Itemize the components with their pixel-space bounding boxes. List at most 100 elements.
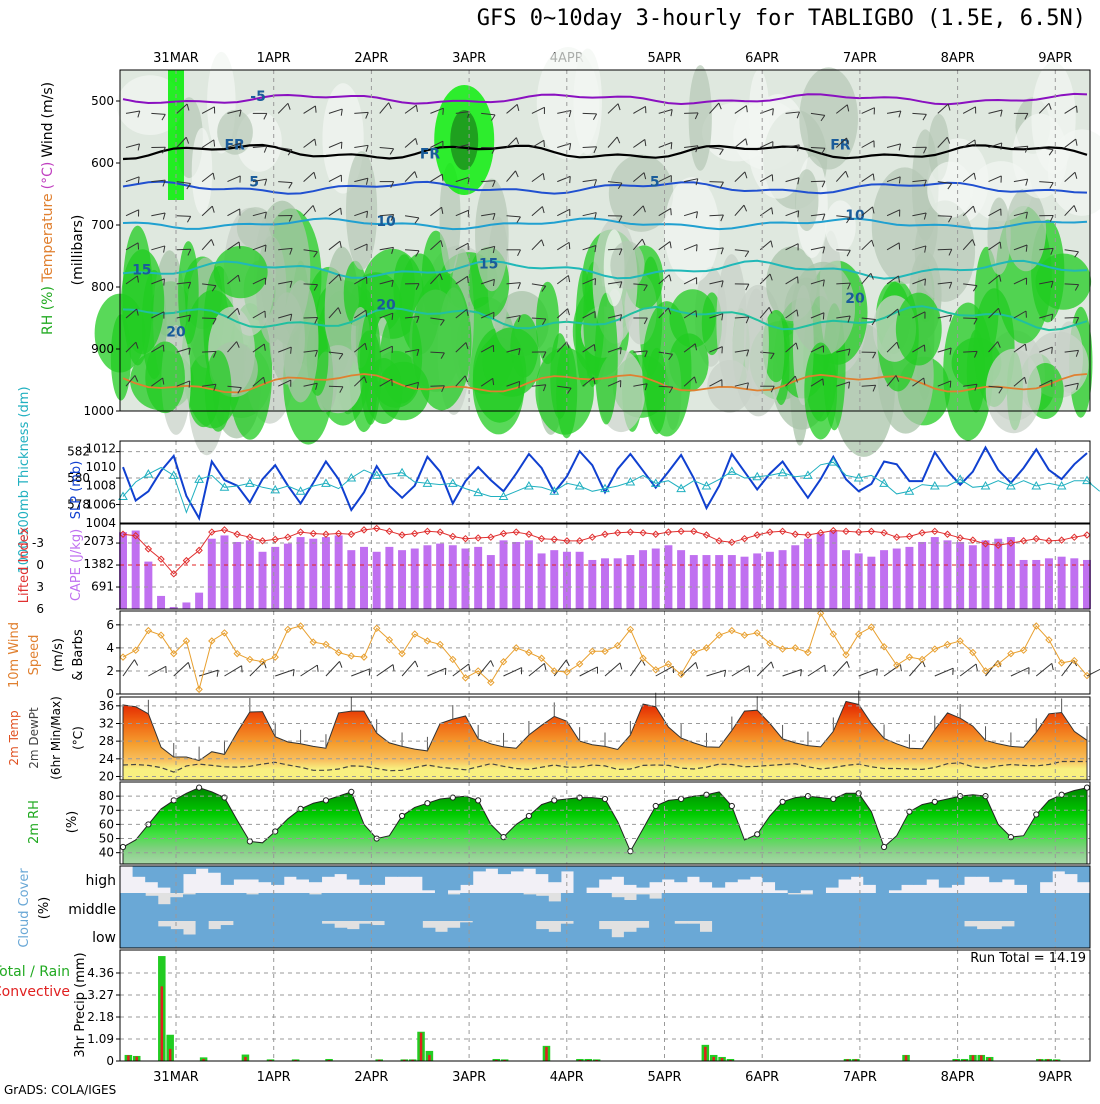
rh-ylabel: 2m RH [27, 800, 42, 844]
cloud-units: (%) [37, 897, 52, 920]
cloud-high-bar [624, 866, 637, 885]
cloud-high-bar [725, 866, 738, 882]
cloud-high-bar [397, 866, 410, 877]
cloud-low-bar [284, 921, 297, 948]
cloud-high-bar [939, 866, 952, 888]
cloud-low-bar [825, 921, 838, 948]
cloud-low-bar [851, 921, 864, 948]
pressure-tick-700: 700 [91, 218, 114, 232]
cape-bar [373, 552, 381, 609]
cape-bar [842, 550, 850, 609]
cloud-low-bar [1077, 921, 1090, 948]
isotherm-label: 5 [249, 175, 259, 191]
cloud-low-bar [385, 921, 398, 948]
cloud-middle-bar [851, 893, 864, 921]
cloud-low-bar [296, 921, 309, 948]
cloud-low-bar [1027, 921, 1040, 948]
cloud-low-bar [750, 921, 763, 948]
cloud-middle-bar [145, 896, 158, 921]
cape-bar [144, 562, 152, 609]
cloud-middle-bar [586, 893, 599, 921]
cape-tick-2073: 2073 [83, 534, 114, 548]
rh-point [552, 798, 557, 803]
cape-bar [309, 539, 317, 609]
cape-bar [943, 540, 951, 609]
cloud-low-bar [536, 929, 549, 948]
barb-staff [529, 663, 545, 676]
cloud-high-bar [1052, 866, 1065, 871]
wind-ylabel-part: Speed [27, 635, 42, 676]
top-date-2APR: 2APR [354, 51, 388, 66]
precip-conv-bar [972, 1055, 975, 1061]
precip-conv-bar [161, 986, 164, 1061]
cape-bar [411, 549, 419, 609]
cape-bar [474, 547, 482, 609]
rh-blob [609, 155, 673, 232]
cloud-high-bar [574, 866, 587, 893]
cloud-middle-bar [1052, 893, 1065, 921]
cloud-low-bar [334, 928, 347, 948]
precip-tick-2: 2.18 [87, 1010, 114, 1024]
cloud-middle-bar [876, 893, 889, 921]
rh-point [476, 798, 481, 803]
cape-bar [702, 555, 710, 609]
barb-staff [833, 661, 847, 676]
cloud-level-middle: middle [68, 902, 116, 918]
cloud-high-bar [599, 866, 612, 880]
cloud-high-bar [372, 866, 385, 885]
slp-tick-1012: 1012 [85, 441, 116, 455]
cape-bar [893, 549, 901, 609]
precip-tick-3: 3.27 [87, 988, 114, 1002]
cloud-middle-bar [536, 896, 549, 921]
temp-ylabel-part: 2m Temp [7, 710, 21, 765]
rh-blob [1012, 114, 1067, 199]
cloud-middle-bar [800, 894, 813, 921]
rh-point [932, 799, 937, 804]
cloud-low-bar [586, 921, 599, 948]
cape-bar [664, 545, 672, 609]
rh-point [602, 796, 607, 801]
isotherm-label: FR [420, 147, 441, 163]
barb-staff [402, 661, 415, 676]
cloud-high-bar [473, 866, 486, 871]
cape-bar [461, 549, 469, 609]
precip-conv-bar [169, 1049, 172, 1061]
cloud-high-bar [863, 866, 876, 885]
rh-tick-40: 40 [99, 846, 114, 860]
cloud-low-bar [989, 929, 1002, 948]
rh-point [425, 801, 430, 806]
cape-bar [512, 542, 520, 609]
precip-ylabel: 3hr Precip (mm) [73, 952, 88, 1057]
rh-point [247, 839, 252, 844]
cloud-low-bar [561, 924, 574, 948]
slp-tick-1006: 1006 [85, 497, 116, 511]
cape-bar [347, 550, 355, 609]
barb-staff [504, 668, 522, 676]
grads-credit: GrADS: COLA/IGES [4, 1083, 116, 1097]
cape-bar [487, 555, 495, 609]
cloud-low-bar [611, 937, 624, 948]
cloud-low-bar [636, 928, 649, 948]
cloud-high-bar [636, 866, 649, 888]
rh-point [831, 796, 836, 801]
cloud-middle-bar [271, 893, 284, 921]
bottom-date-1APR: 1APR [257, 1070, 291, 1085]
precip-conv-bar [428, 1055, 431, 1061]
cloud-low-bar [271, 921, 284, 948]
rh-blob [192, 128, 213, 215]
bottom-date-31MAR: 31MAR [153, 1070, 199, 1085]
cape-bar [436, 544, 444, 609]
rh-point [120, 844, 125, 849]
thickness-slp-frame [120, 441, 1090, 523]
top-date-1APR: 1APR [257, 51, 291, 66]
chart-title: GFS 0~10day 3-hourly for TABLIGBO (1.5E,… [477, 6, 1086, 31]
bottom-date-8APR: 8APR [941, 1070, 975, 1085]
cloud-middle-bar [926, 893, 939, 921]
cape-bar [157, 596, 165, 609]
cloud-high-bar [737, 866, 750, 880]
cloud-high-bar [1040, 866, 1053, 882]
